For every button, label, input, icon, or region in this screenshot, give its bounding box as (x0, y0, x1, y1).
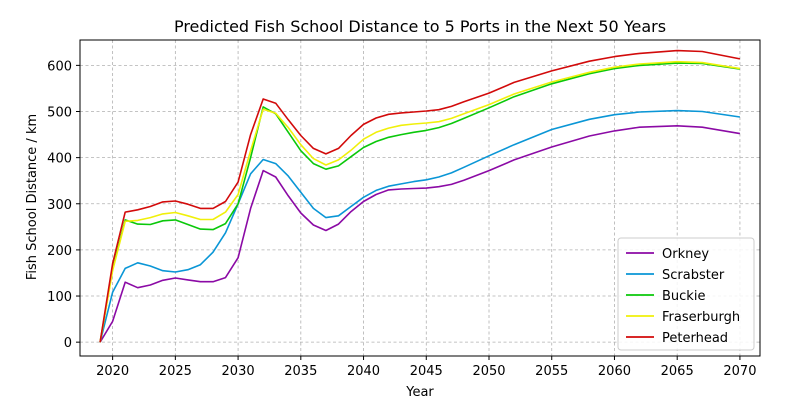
x-tick-label: 2055 (535, 364, 568, 379)
legend-label-buckie: Buckie (662, 289, 705, 304)
x-tick-label: 2035 (284, 364, 317, 379)
x-tick-label: 2050 (472, 364, 505, 379)
series-lines (99, 49, 741, 343)
legend-box (617, 237, 755, 351)
x-tick-label: 2045 (410, 364, 443, 379)
x-tick-label: 2065 (661, 364, 694, 379)
series-line-scrabster (99, 109, 741, 343)
legend-label-fraserburgh: Fraserburgh (662, 310, 740, 325)
legend-label-orkney: Orkney (662, 247, 709, 262)
x-tick-label: 2060 (598, 364, 631, 379)
y-tick-label: 500 (47, 106, 72, 121)
legend: Orkney Scrabster Buckie Fraserburgh Peterhea… (617, 237, 755, 351)
y-tick-label: 600 (47, 59, 72, 74)
x-tick-label: 2025 (159, 364, 192, 379)
x-tick-label: 2030 (222, 364, 255, 379)
x-axis-label: Year (405, 385, 434, 400)
plot-frame (79, 39, 761, 357)
y-tick-label: 200 (47, 244, 72, 259)
y-axis-label: Fish School Distance / km (25, 114, 40, 280)
series-line-orkney (99, 125, 741, 343)
y-tick-label: 300 (47, 198, 72, 213)
y-tick-label: 0 (64, 336, 72, 351)
series-line-fraserburgh (99, 60, 741, 343)
series-line-buckie (99, 62, 741, 343)
axis-ticks: 2020 2025 2030 2035 2040 2045 2050 2055 2060 2065… (47, 59, 756, 379)
series-line-peterhead (99, 49, 741, 343)
legend-label-peterhead: Peterhead (662, 331, 728, 346)
legend-label-scrabster: Scrabster (662, 268, 725, 283)
x-tick-label: 2040 (347, 364, 380, 379)
x-tick-label: 2070 (723, 364, 756, 379)
y-tick-label: 100 (47, 290, 72, 305)
y-tick-label: 400 (47, 152, 72, 167)
chart-title: Predicted Fish School Distance to 5 Port… (174, 17, 666, 36)
x-tick-label: 2020 (96, 364, 129, 379)
